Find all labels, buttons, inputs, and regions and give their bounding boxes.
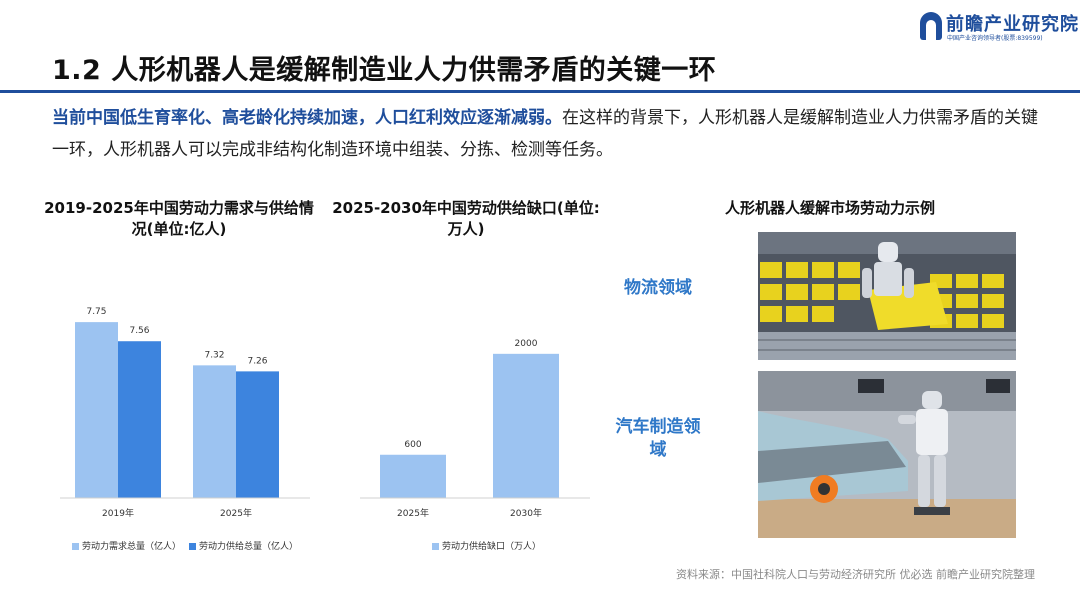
examples-title: 人形机器人缓解市场劳动力示例: [724, 199, 935, 217]
data-label: 7.32: [204, 350, 224, 360]
chart-1-title: 2019-2025年中国劳动力需求与供给情况(单位:亿人): [44, 199, 314, 238]
logistics-field-label: 物流领域: [624, 278, 692, 298]
intro-highlight: 当前中国低生育率化、高老龄化持续加速，人口红利效应逐渐减弱。: [52, 108, 562, 128]
logo-tagline: 中国产业咨询领导者(股票:839599): [947, 35, 1043, 42]
data-label: 7.26: [247, 356, 267, 366]
slide-title: 1.2 人形机器人是缓解制造业人力供需矛盾的关键一环: [52, 55, 717, 86]
logo-brand-text: 前瞻产业研究院: [946, 14, 1079, 35]
bar-1-1: [75, 322, 118, 498]
chart-2-title: 2025-2030年中国劳动供给缺口(单位:万人): [332, 199, 600, 238]
x-tick-label: 2025年: [220, 507, 252, 519]
bar-2-1: [118, 341, 161, 498]
bar-1-2: [193, 365, 236, 498]
intro-paragraph: 当前中国低生育率化、高老龄化持续加速，人口红利效应逐渐减弱。在这样的背景下，人形…: [52, 102, 1042, 166]
automotive-robot-photo: [758, 371, 1016, 538]
chart-2-legend: 劳动力供给缺口（万人）: [432, 539, 549, 552]
legend-label: 劳动力供给总量（亿人）: [199, 542, 299, 552]
legend-swatch: [72, 543, 79, 550]
bar-2-2: [236, 371, 279, 498]
chart-1: 7.75 7.56 2019年 7.32 7.26 2025年: [60, 307, 310, 519]
chart-1-legend: 劳动力需求总量（亿人） 劳动力供给总量（亿人）: [72, 539, 306, 552]
chart-2: 600 2025年 2000 2030年: [360, 339, 590, 519]
automotive-robot-illustration: [758, 371, 1016, 538]
legend-swatch: [432, 543, 439, 550]
legend-item-supply: 劳动力供给总量（亿人）: [189, 542, 298, 552]
legend-item-demand: 劳动力需求总量（亿人）: [72, 542, 181, 552]
x-tick-label: 2025年: [397, 507, 429, 519]
source-note: 资料来源：中国社科院人口与劳动经济研究所 优必选 前瞻产业研究院整理: [676, 568, 1035, 581]
data-label: 7.75: [86, 307, 106, 317]
logistics-robot-illustration: [758, 232, 1016, 360]
legend-item-gap: 劳动力供给缺口（万人）: [432, 542, 541, 552]
x-tick-label: 2030年: [510, 507, 542, 519]
legend-label: 劳动力需求总量（亿人）: [82, 542, 182, 552]
data-label: 600: [404, 440, 421, 450]
legend-label: 劳动力供给缺口（万人）: [442, 542, 542, 552]
logo-mark-icon: [920, 12, 942, 40]
bar-1-2: [493, 353, 559, 498]
title-divider: [0, 90, 1080, 93]
legend-swatch: [189, 543, 197, 550]
x-tick-label: 2019年: [102, 507, 134, 519]
intro-text: 在这样的背景下，人形机器人是缓解制造业人力供需矛盾的关键一环，人形机器人可以完成…: [52, 108, 1038, 160]
bar-1-1: [380, 454, 446, 498]
data-label: 2000: [515, 339, 538, 349]
automotive-field-label: 汽车制造领域: [615, 417, 701, 460]
brand-logo: 前瞻产业研究院 中国产业咨询领导者(股票:839599): [920, 6, 1078, 46]
logistics-robot-photo: [758, 232, 1016, 360]
data-label: 7.56: [129, 326, 149, 336]
